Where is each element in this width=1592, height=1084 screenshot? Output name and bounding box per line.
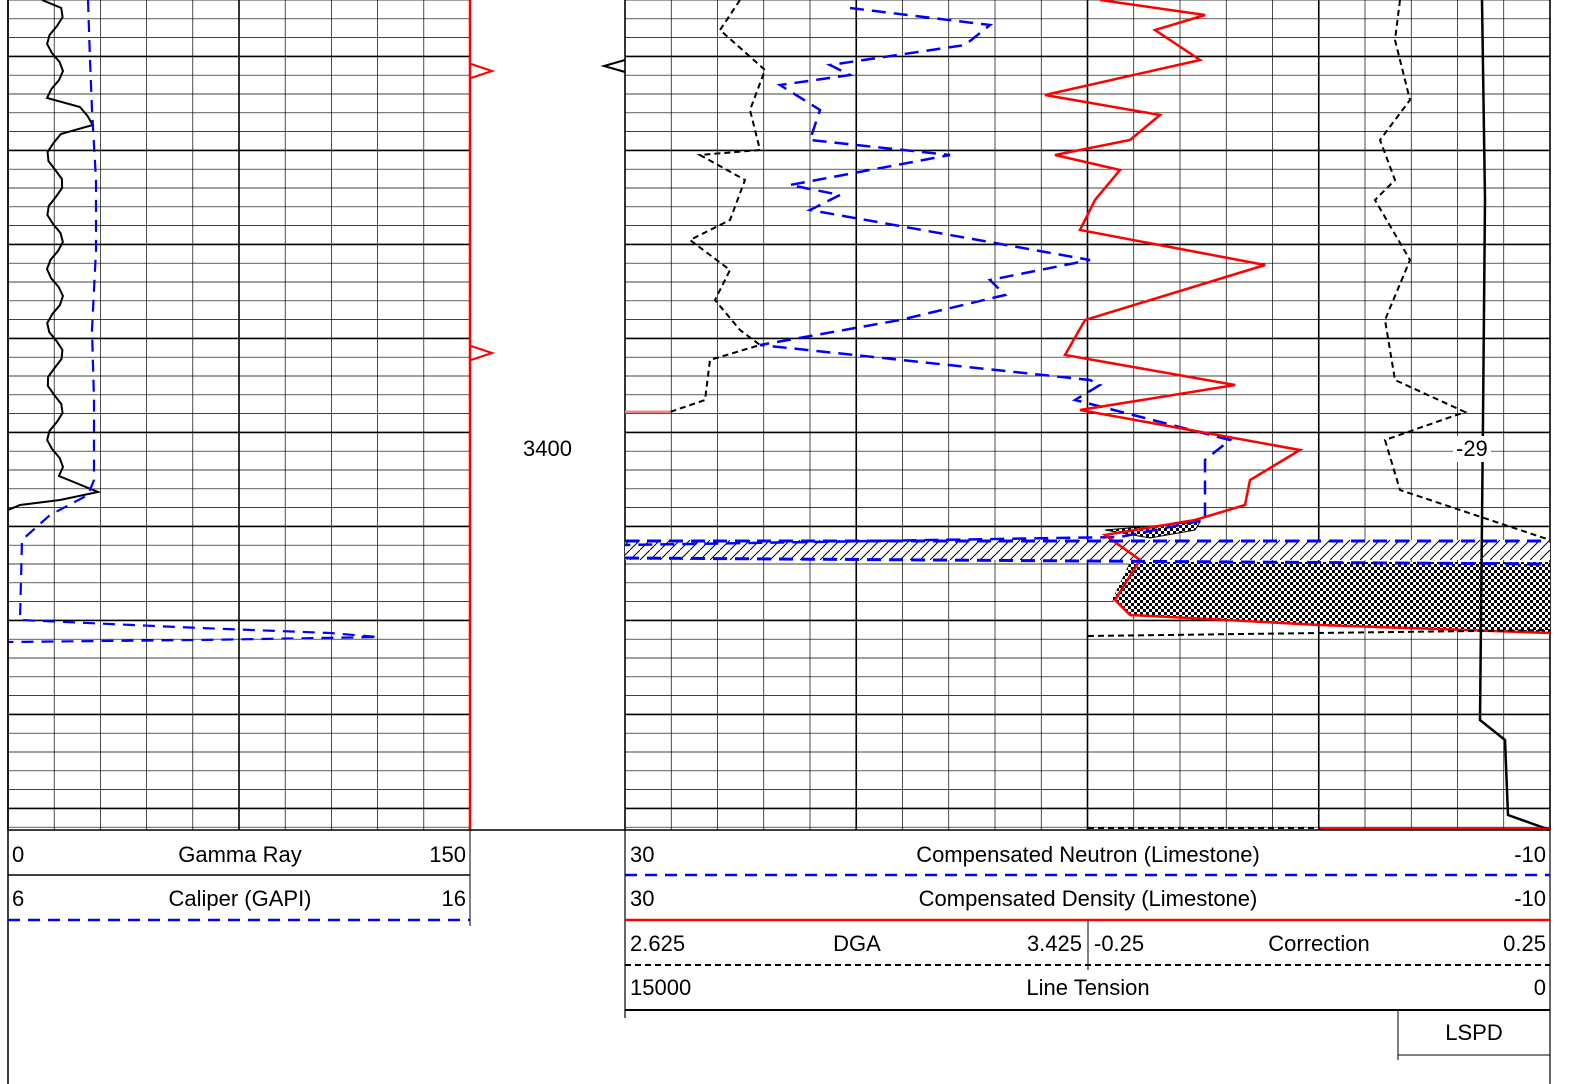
lspd-label: LSPD bbox=[1398, 1020, 1550, 1046]
tension-curve bbox=[1480, 0, 1550, 830]
tension-max: 0 bbox=[1440, 975, 1546, 1001]
neutron-name: Compensated Neutron (Limestone) bbox=[626, 842, 1550, 868]
depth-label: 3400 bbox=[500, 436, 595, 462]
depth-flag bbox=[471, 64, 492, 78]
density-name: Compensated Density (Limestone) bbox=[626, 886, 1550, 912]
tension-flag bbox=[604, 60, 625, 72]
neutron-max: -10 bbox=[1440, 842, 1546, 868]
depth-flag bbox=[471, 346, 492, 360]
density-max: -10 bbox=[1440, 886, 1546, 912]
dga-max: 3.425 bbox=[990, 931, 1082, 957]
density-curve bbox=[1045, 0, 1550, 633]
neutron-curve bbox=[625, 8, 1230, 545]
gamma-ray-curve bbox=[8, 0, 98, 510]
gamma-ray-max: 150 bbox=[380, 842, 466, 868]
correction-max: 0.25 bbox=[1450, 931, 1546, 957]
tension-name: Line Tension bbox=[626, 975, 1550, 1001]
correction-readout: -29 bbox=[1453, 436, 1491, 462]
hatch-band bbox=[625, 540, 1550, 560]
gas-shading bbox=[1112, 562, 1550, 633]
grid bbox=[8, 0, 1550, 830]
caliper-max: 16 bbox=[380, 886, 466, 912]
